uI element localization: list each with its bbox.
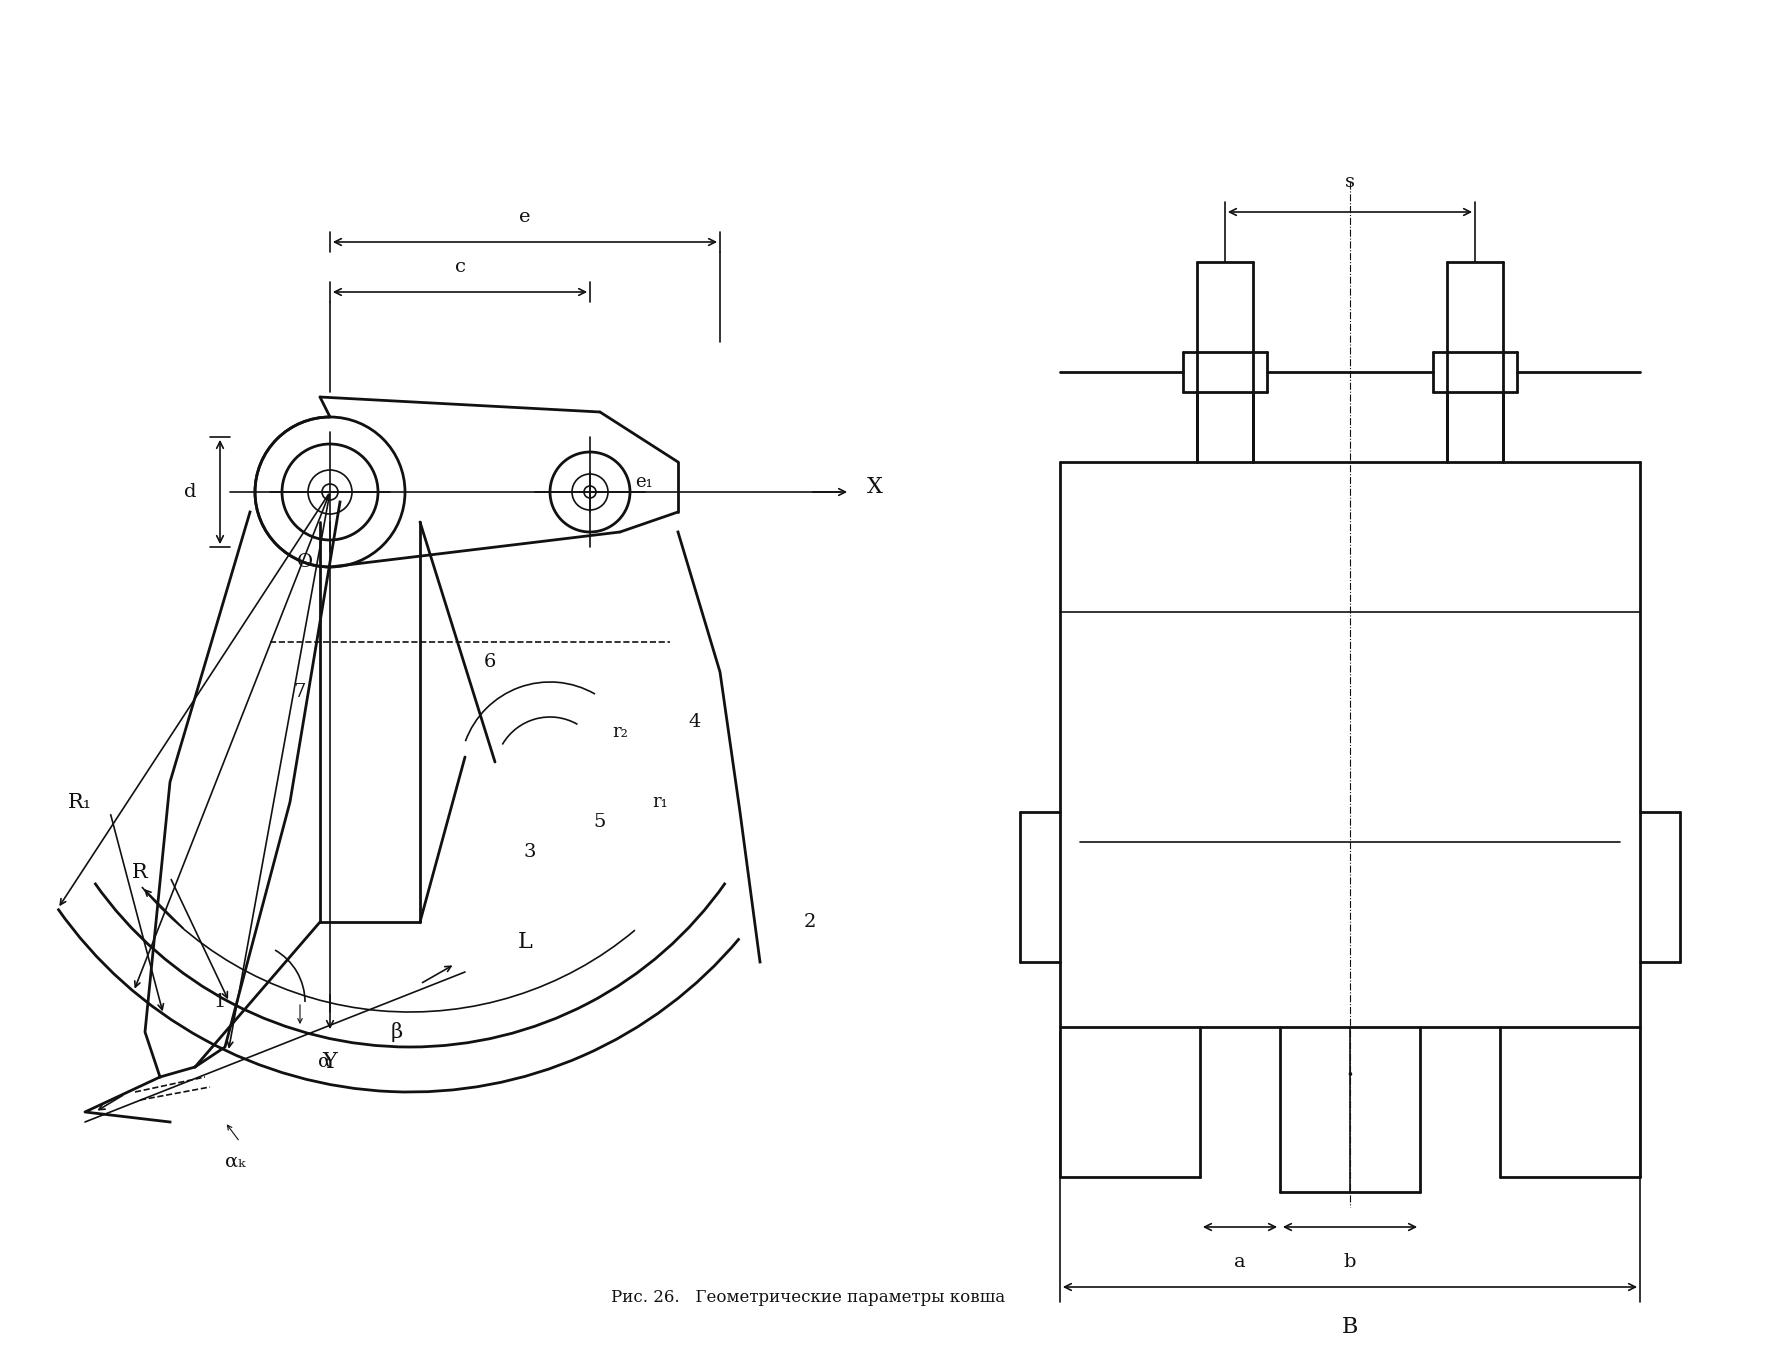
- Text: r₁: r₁: [652, 793, 668, 810]
- Text: O: O: [297, 553, 313, 571]
- Text: 1: 1: [213, 993, 226, 1011]
- Text: e: e: [519, 208, 531, 226]
- Text: 3: 3: [524, 843, 537, 861]
- Text: 4: 4: [689, 712, 702, 731]
- Text: R: R: [131, 862, 147, 881]
- Text: αₖ: αₖ: [226, 1154, 245, 1171]
- Text: 5: 5: [594, 813, 606, 831]
- Text: b: b: [1343, 1253, 1356, 1271]
- Text: B: B: [1342, 1316, 1358, 1337]
- Text: 6: 6: [483, 652, 496, 671]
- Text: 7: 7: [293, 682, 306, 701]
- Text: β: β: [391, 1022, 403, 1042]
- Text: X: X: [867, 475, 883, 498]
- Text: a: a: [1235, 1253, 1246, 1271]
- Text: c: c: [455, 257, 466, 276]
- Text: ·: ·: [1345, 1064, 1354, 1091]
- Text: 2: 2: [803, 913, 816, 932]
- Text: e₁: e₁: [634, 473, 652, 490]
- Text: Y: Y: [323, 1051, 338, 1073]
- Text: r₂: r₂: [611, 723, 627, 741]
- Text: R₁: R₁: [68, 793, 92, 812]
- Text: d: d: [183, 484, 195, 501]
- Text: L: L: [517, 932, 533, 953]
- Text: α: α: [318, 1053, 332, 1071]
- Text: s: s: [1345, 173, 1356, 191]
- Text: Рис. 26.   Геометрические параметры ковша: Рис. 26. Геометрические параметры ковша: [611, 1288, 1006, 1306]
